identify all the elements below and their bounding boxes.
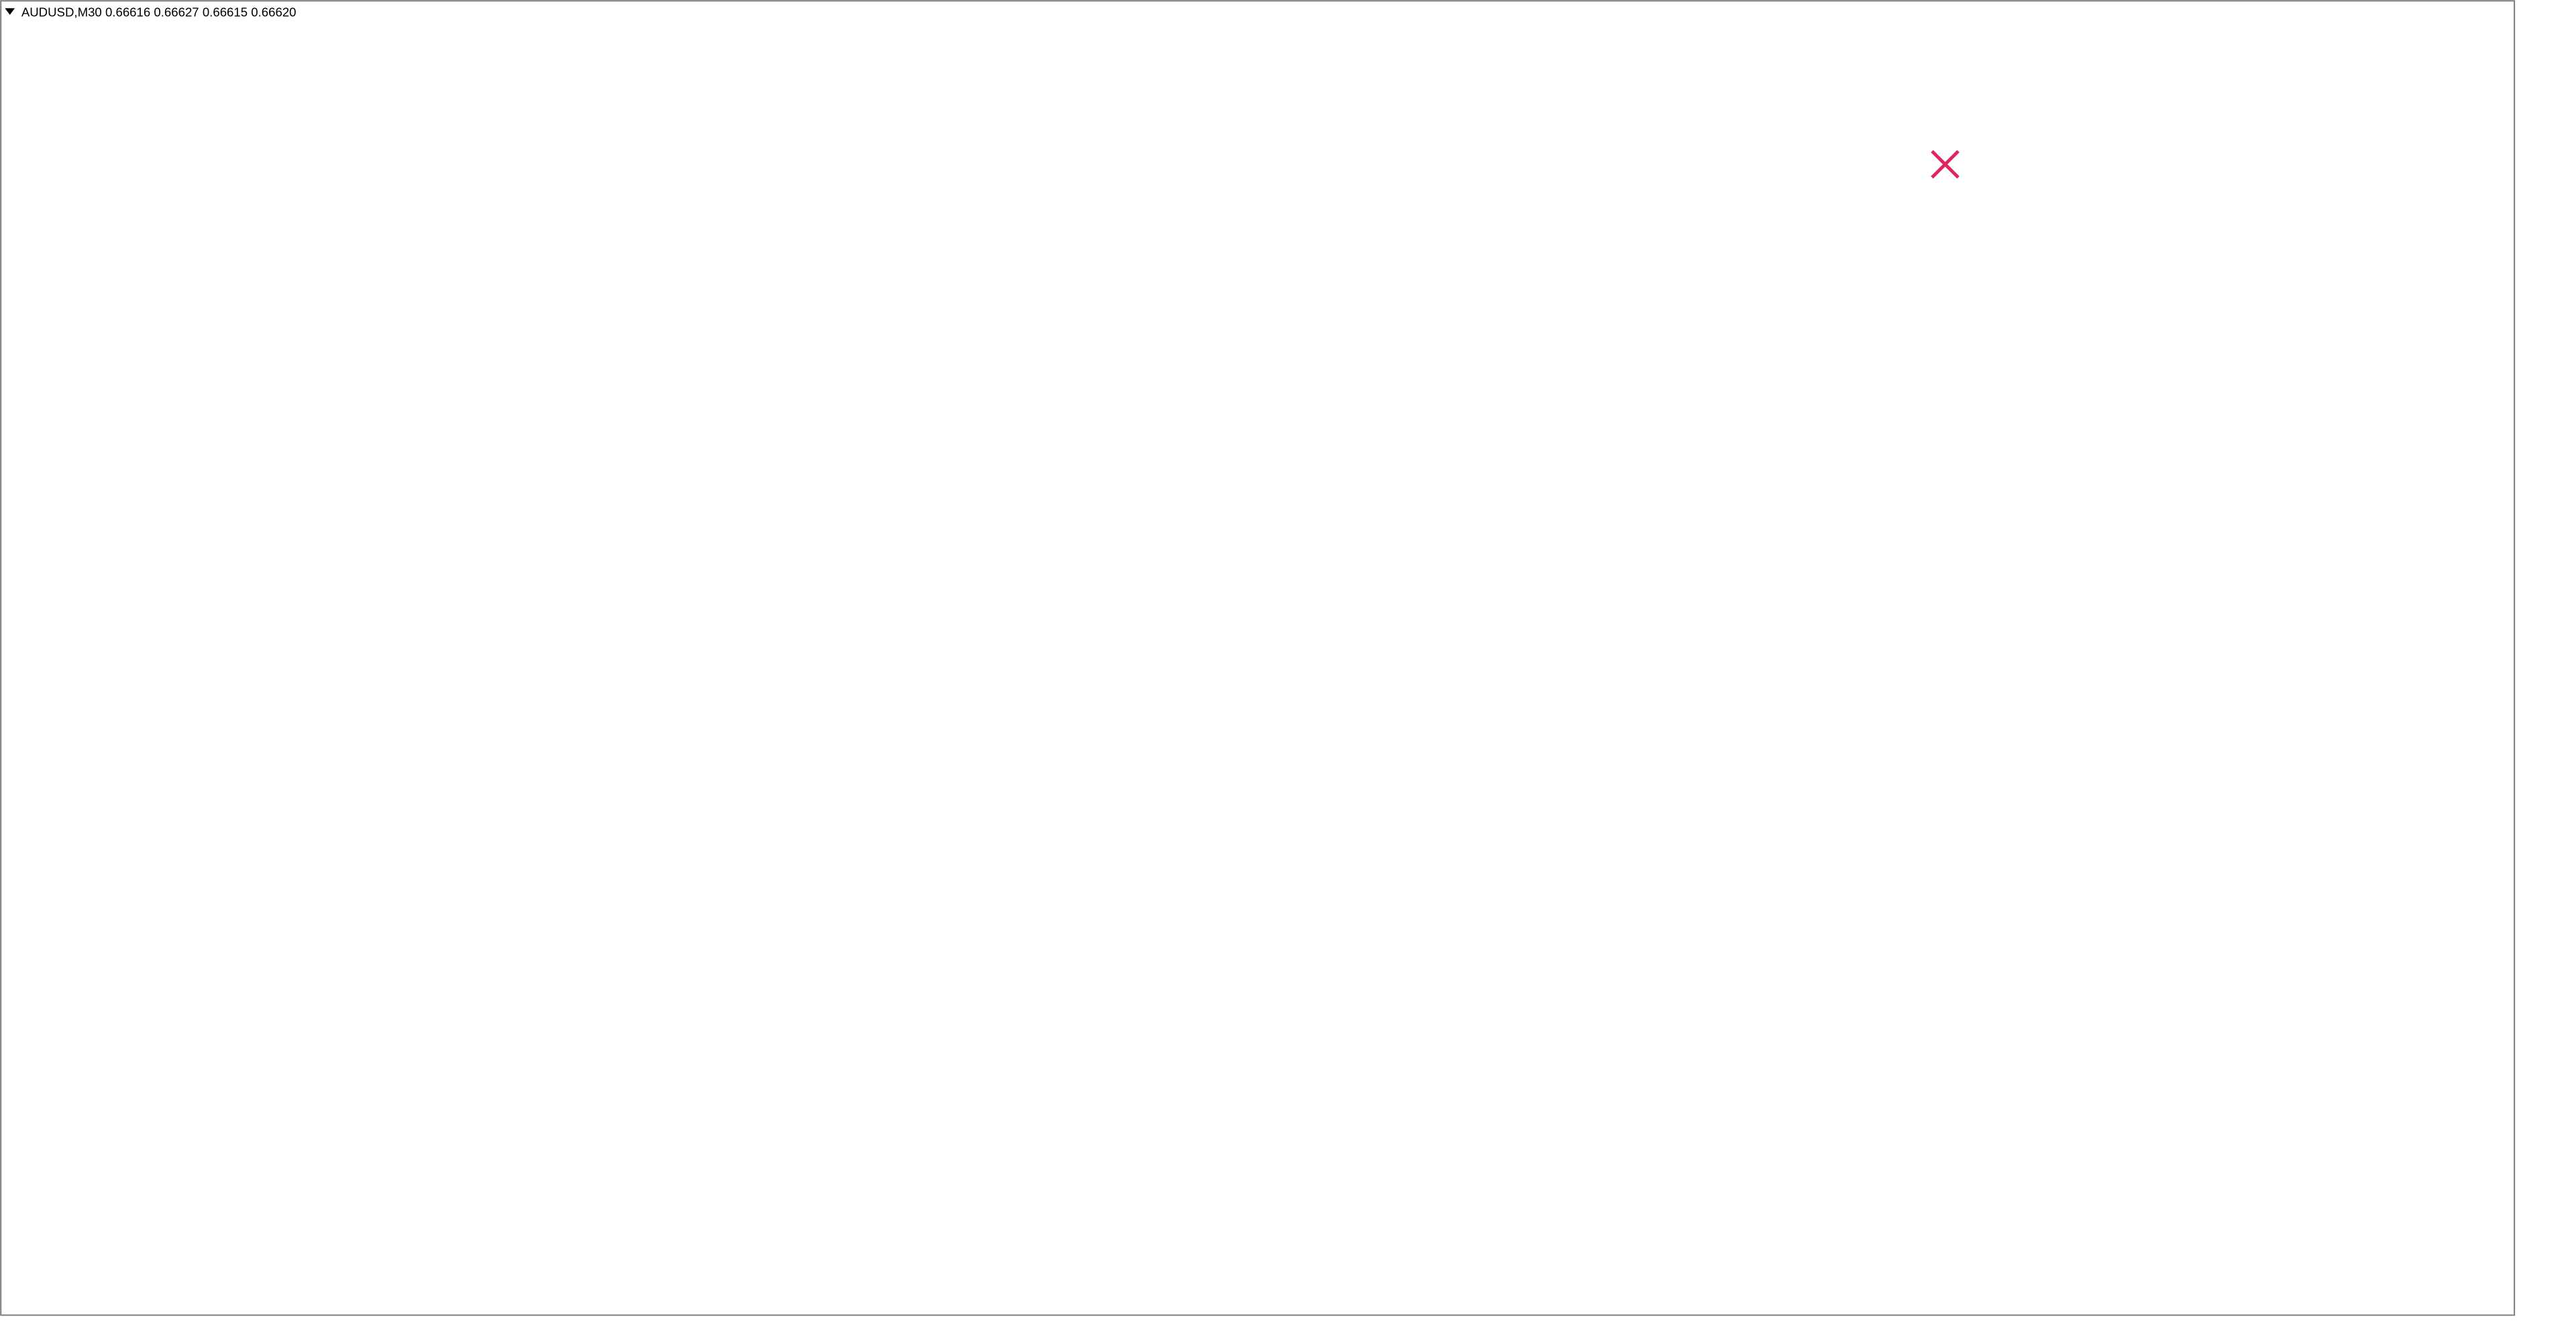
cross-line: [1931, 150, 1960, 179]
plot-frame: [0, 0, 2516, 1316]
chart-title: AUDUSD,M30 0.66616 0.66627 0.66615 0.666…: [21, 5, 297, 19]
menu-triangle: [5, 8, 15, 15]
trade-marker: [1931, 150, 1960, 179]
